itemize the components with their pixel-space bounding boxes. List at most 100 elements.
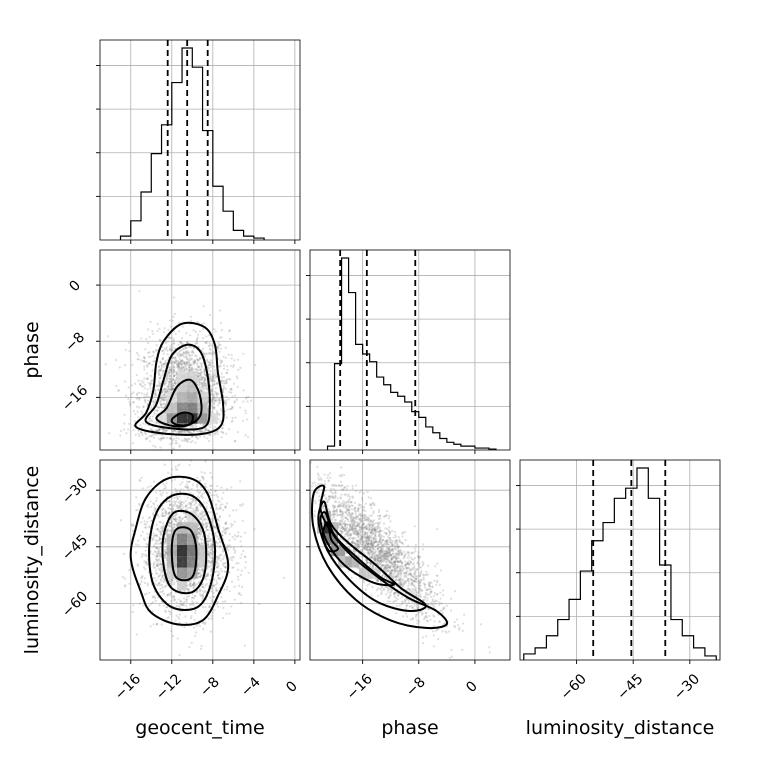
sample-point [178,366,181,369]
sample-point [158,428,161,431]
sample-point [158,538,161,541]
sample-point [207,521,210,525]
sample-point [212,406,216,409]
sample-point [194,500,198,503]
sample-point [408,559,411,562]
sample-point [197,572,200,575]
sample-point [185,598,188,601]
sample-point [202,586,205,589]
sample-point [145,560,148,564]
sample-point [209,384,212,387]
sample-point [230,388,233,391]
sample-point [187,368,190,371]
sample-point [198,385,201,389]
sample-point [397,545,400,549]
sample-point [211,553,214,556]
sample-point [179,515,182,519]
sample-point [235,398,239,401]
sample-point [197,374,200,377]
sample-point [156,409,159,412]
panel-frame [309,249,511,451]
sample-point [167,524,170,527]
sample-point [197,514,200,517]
sample-point [160,533,164,536]
sample-point [170,384,174,388]
sample-point [144,525,147,529]
sample-point [151,595,154,598]
sample-point [172,340,175,343]
sample-point [185,332,188,335]
sample-point [161,589,165,592]
sample-point [176,518,179,521]
sample-point [186,363,189,366]
sample-point [219,507,222,510]
sample-point [178,430,181,433]
sample-point [461,629,464,632]
sample-point [210,388,213,391]
sample-point [414,580,417,583]
sample-point [199,390,203,393]
sample-point [168,377,171,380]
sample-point [160,406,163,409]
sample-point [143,377,146,380]
sample-point [150,380,153,383]
sample-point [115,358,118,362]
sample-point [147,351,150,354]
sample-point [170,578,173,581]
sample-point [214,387,217,390]
sample-point [158,552,161,555]
sample-point [191,435,194,438]
sample-point [164,388,167,392]
sample-point [412,583,415,586]
sample-point [197,359,200,362]
sample-point [343,525,347,528]
sample-point [127,341,130,344]
sample-point [209,511,212,514]
sample-point [179,483,182,486]
sample-point [400,541,403,544]
sample-point [203,589,207,593]
sample-point [209,365,212,369]
sample-point [186,440,189,443]
sample-point [157,584,160,587]
sample-point [237,593,240,596]
sample-point [219,577,222,580]
sample-point [217,577,221,580]
sample-point [200,376,203,379]
sample-point [209,471,212,475]
sample-point [419,595,422,599]
sample-point [218,572,221,575]
sample-point [206,437,209,440]
sample-point [179,503,182,506]
sample-point [208,361,212,364]
sample-point [162,388,165,391]
sample-point [164,398,167,402]
sample-point [186,430,189,433]
sample-point [175,430,178,433]
sample-point [159,382,162,385]
sample-point [232,556,235,559]
sample-point [191,596,194,599]
sample-point [174,501,177,504]
sample-point [149,415,152,418]
sample-point [183,590,186,593]
sample-point [376,555,379,558]
sample-point [201,476,204,479]
sample-point [242,352,245,355]
sample-point [174,517,177,520]
sample-point [356,531,359,534]
sample-point [379,551,382,554]
sample-point [203,369,206,373]
sample-point [194,360,197,363]
sample-point [205,385,208,388]
sample-point [169,388,172,391]
sample-point [168,375,171,379]
sample-point [183,347,186,350]
sample-point [204,378,207,381]
sample-point [160,403,163,406]
sample-point [193,503,196,506]
sample-point [378,552,381,555]
sample-point [356,524,359,527]
sample-point [203,542,206,545]
sample-point [219,544,222,548]
